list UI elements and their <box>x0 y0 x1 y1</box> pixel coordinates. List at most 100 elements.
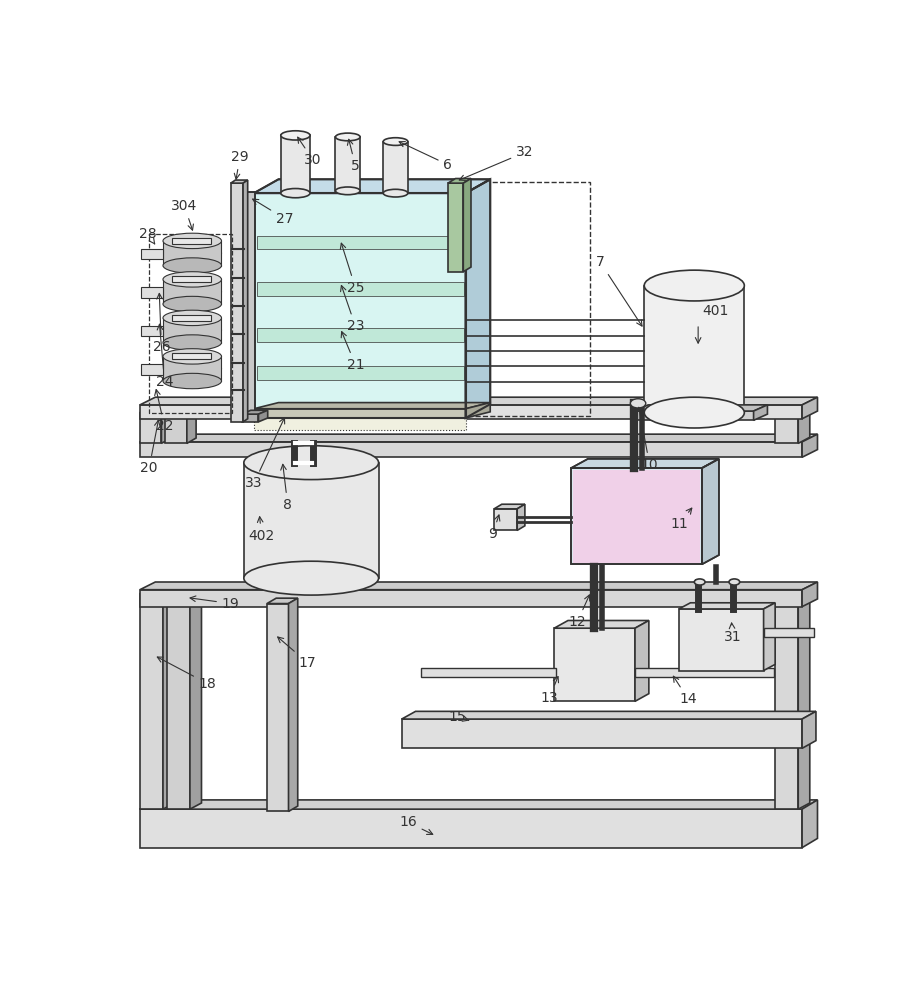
Polygon shape <box>802 711 816 748</box>
Polygon shape <box>754 405 768 420</box>
Polygon shape <box>448 179 471 183</box>
Ellipse shape <box>163 349 222 364</box>
Polygon shape <box>634 405 768 411</box>
Text: 19: 19 <box>191 596 240 611</box>
Polygon shape <box>140 397 817 405</box>
Polygon shape <box>165 414 187 443</box>
Ellipse shape <box>163 258 222 273</box>
Bar <box>635 668 774 677</box>
Polygon shape <box>254 409 465 418</box>
Bar <box>141 287 163 298</box>
Ellipse shape <box>163 315 222 346</box>
Text: 12: 12 <box>569 595 590 629</box>
Ellipse shape <box>644 397 745 428</box>
Polygon shape <box>802 582 817 607</box>
Ellipse shape <box>244 446 378 480</box>
Polygon shape <box>571 468 702 564</box>
Polygon shape <box>167 591 202 597</box>
Polygon shape <box>140 434 817 442</box>
Polygon shape <box>242 192 256 419</box>
Text: 24: 24 <box>156 324 173 389</box>
Ellipse shape <box>163 353 222 384</box>
Polygon shape <box>518 504 525 530</box>
Polygon shape <box>775 413 798 443</box>
Bar <box>256 235 464 249</box>
Polygon shape <box>140 594 163 809</box>
Polygon shape <box>702 459 719 564</box>
Text: 11: 11 <box>670 508 692 531</box>
Ellipse shape <box>163 276 222 307</box>
Polygon shape <box>140 800 817 809</box>
Polygon shape <box>798 587 810 809</box>
Polygon shape <box>231 183 243 422</box>
Polygon shape <box>140 442 802 457</box>
Ellipse shape <box>163 238 222 269</box>
Polygon shape <box>463 179 471 272</box>
Polygon shape <box>802 397 817 419</box>
Text: 9: 9 <box>488 515 500 541</box>
Bar <box>256 195 464 416</box>
Polygon shape <box>402 719 802 748</box>
Polygon shape <box>242 410 267 414</box>
Bar <box>163 241 221 266</box>
Polygon shape <box>802 434 817 457</box>
Text: 402: 402 <box>248 517 275 543</box>
Bar <box>256 195 464 416</box>
Text: 29: 29 <box>231 150 249 179</box>
Text: 18: 18 <box>158 657 216 691</box>
Bar <box>644 286 745 413</box>
Bar <box>281 135 310 193</box>
Bar <box>141 364 163 375</box>
Ellipse shape <box>630 399 646 408</box>
Polygon shape <box>775 594 798 809</box>
Text: 22: 22 <box>155 390 173 433</box>
Polygon shape <box>802 800 817 848</box>
Text: 13: 13 <box>540 677 559 704</box>
Polygon shape <box>254 193 465 418</box>
Text: 10: 10 <box>638 407 659 472</box>
Text: 20: 20 <box>140 420 160 475</box>
Polygon shape <box>243 180 247 422</box>
Polygon shape <box>167 597 190 809</box>
Polygon shape <box>679 609 764 671</box>
Polygon shape <box>165 409 196 414</box>
Ellipse shape <box>383 189 408 197</box>
Text: 17: 17 <box>278 637 317 670</box>
Bar <box>163 318 221 343</box>
Polygon shape <box>242 414 258 422</box>
Ellipse shape <box>281 189 310 198</box>
Bar <box>172 238 211 244</box>
Polygon shape <box>254 403 490 409</box>
Ellipse shape <box>163 335 222 350</box>
Polygon shape <box>267 598 298 604</box>
Text: 30: 30 <box>298 137 322 167</box>
Polygon shape <box>634 411 754 420</box>
Bar <box>141 249 163 259</box>
Ellipse shape <box>694 579 705 585</box>
Bar <box>448 182 590 416</box>
Ellipse shape <box>244 561 378 595</box>
Polygon shape <box>190 591 202 809</box>
Bar <box>256 366 464 380</box>
Bar <box>335 137 360 191</box>
Text: 31: 31 <box>724 623 742 644</box>
Ellipse shape <box>335 133 360 141</box>
Polygon shape <box>775 406 810 413</box>
Polygon shape <box>140 809 802 848</box>
Ellipse shape <box>383 138 408 145</box>
Bar <box>172 315 211 321</box>
Polygon shape <box>267 604 289 811</box>
Bar <box>764 628 813 637</box>
Bar <box>172 276 211 282</box>
Polygon shape <box>254 179 490 193</box>
Polygon shape <box>494 509 518 530</box>
Ellipse shape <box>163 296 222 312</box>
Ellipse shape <box>163 310 222 326</box>
Polygon shape <box>775 587 810 594</box>
Text: 14: 14 <box>673 676 697 706</box>
Text: 304: 304 <box>171 199 198 230</box>
Polygon shape <box>163 587 175 809</box>
Bar <box>172 353 211 359</box>
Ellipse shape <box>163 373 222 389</box>
Ellipse shape <box>644 270 745 301</box>
